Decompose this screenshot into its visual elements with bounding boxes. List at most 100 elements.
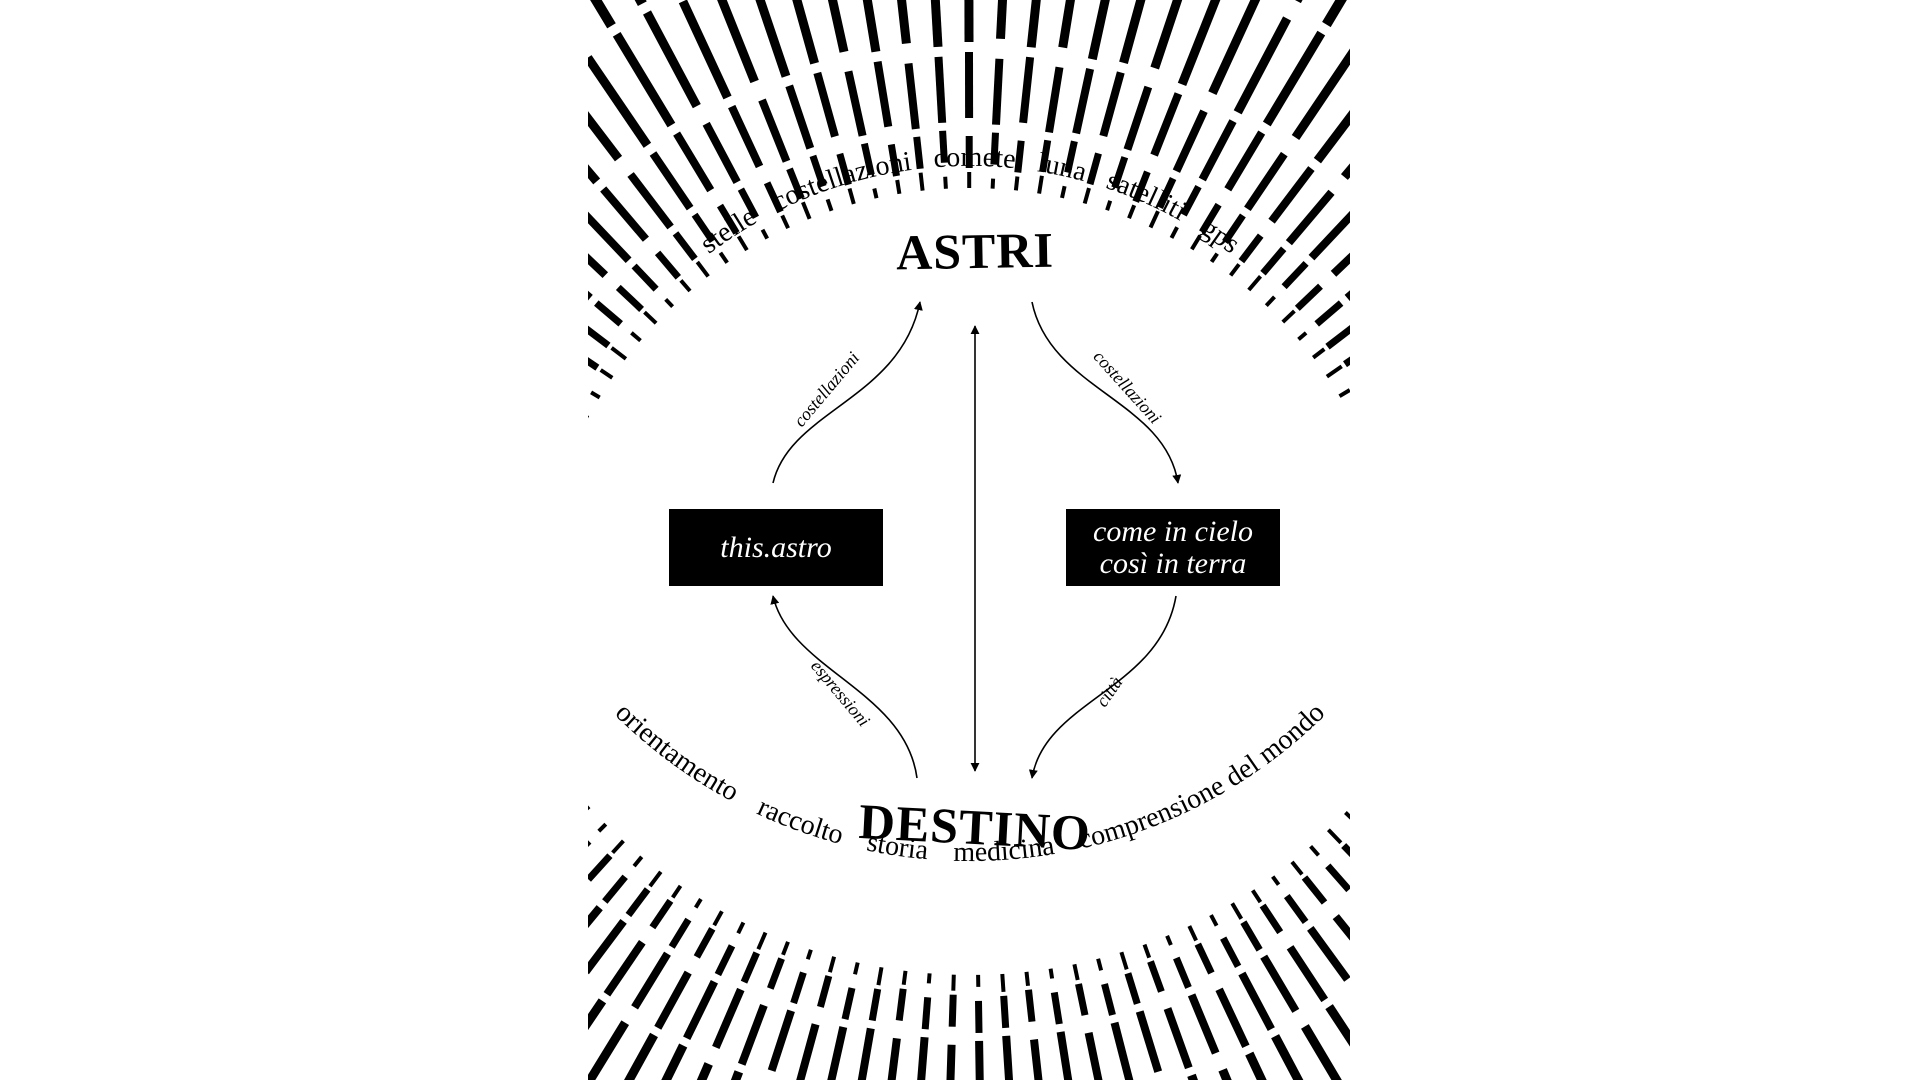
ray-stripe: [72, 801, 275, 900]
ray-stripe: [1048, 968, 1055, 979]
left-box: this.astro: [669, 509, 883, 586]
ray-stripe: [175, 199, 357, 295]
ray-stripe: [366, 300, 460, 350]
ray-stripe: [444, 675, 473, 688]
ray-stripe: [345, 586, 407, 600]
ray-stripe: [1260, 954, 1300, 1013]
ray-stripe: [1453, 1063, 1596, 1080]
ray-stripe: [440, 649, 470, 660]
ray-stripe: [1000, 973, 1006, 993]
edge-label-left-top: costellazioni: [789, 348, 863, 431]
ray-stripe: [1396, 328, 1452, 362]
ray-stripe: [282, 750, 379, 798]
ray-stripe: [702, 121, 741, 184]
ray-stripe: [717, 0, 759, 84]
ray-stripe: [664, 298, 675, 308]
ray-stripe: [1050, 991, 1063, 1025]
ray-stripe: [1465, 604, 1478, 608]
ray-stripe: [897, 0, 911, 44]
ray-stripe: [364, 667, 423, 689]
ray-stripe: [926, 973, 932, 984]
ray-stripe: [1552, 488, 1615, 491]
ray-stripe: [693, 898, 703, 909]
ray-stripe: [471, 619, 481, 622]
ray-stripe: [1506, 536, 1538, 541]
ray-stripe: [82, 475, 279, 507]
ray-stripe: [1624, 875, 1815, 996]
ray-stripe: [531, 750, 544, 759]
ray-stripe: [1647, 424, 1848, 469]
ray-stripe: [1395, 859, 1441, 902]
ray-stripe: [473, 150, 550, 223]
ray-stripe: [1142, 943, 1152, 959]
ray-stripe: [1433, 724, 1461, 740]
ray-stripe: [895, 179, 902, 195]
ray-stripe: [1000, 995, 1010, 1029]
ray-stripe: [728, 104, 764, 169]
ray-stripe: [588, 998, 607, 1031]
ray-stripe: [1325, 364, 1343, 379]
ray-stripe: [1459, 527, 1524, 538]
ray-stripe: [387, 0, 515, 85]
ray-stripe: [1105, 200, 1113, 211]
ray-stripe: [542, 394, 570, 409]
ray-stripe: [405, 238, 493, 298]
ray-stripe: [547, 478, 560, 483]
ray-stripe: [1369, 392, 1397, 407]
ray-stripe: [1060, 185, 1067, 199]
ray-stripe: [1378, 304, 1433, 341]
ray-stripe: [0, 557, 204, 586]
ray-stripe: [1056, 1031, 1073, 1080]
ray-stripe: [1423, 592, 1455, 594]
ray-stripe: [468, 354, 526, 385]
ray-stripe: [1019, 56, 1035, 124]
ray-stripe: [1740, 570, 1920, 601]
ray-stripe: [1417, 715, 1429, 722]
ray-stripe: [1013, 176, 1020, 191]
ray-stripe: [588, 805, 591, 811]
ray-stripe: [1534, 471, 1637, 494]
bottom-word-orientamento: orientamento: [609, 697, 744, 808]
ray-stripe: [857, 1027, 875, 1080]
ray-stripe: [718, 251, 729, 264]
arrow-astri-to-right-box: [1031, 301, 1182, 484]
ray-stripe: [1668, 520, 1865, 542]
ray-stripe: [1530, 623, 1590, 641]
ray-stripe: [1127, 204, 1137, 220]
ray-stripe: [1245, 1051, 1267, 1080]
ray-stripe: [678, 0, 732, 100]
ray-stripe: [643, 310, 658, 325]
ray-stripe: [524, 281, 577, 321]
ray-stripe: [0, 629, 215, 678]
ray-stripe: [1538, 784, 1632, 838]
ray-stripe: [552, 819, 576, 841]
ray-stripe: [661, 1043, 688, 1080]
ray-stripe: [1494, 586, 1525, 594]
ray-stripe: [1283, 894, 1309, 924]
ray-stripe: [415, 577, 446, 584]
ray-stripe: [516, 869, 561, 914]
ray-stripe: [1332, 914, 1350, 941]
ray-stripe: [1297, 331, 1308, 341]
ray-stripe: [1621, 284, 1805, 358]
ray-stripe: [1438, 440, 1501, 461]
ray-stripe: [1294, 283, 1323, 311]
ray-stripe: [450, 572, 468, 576]
ray-stripe: [143, 894, 332, 1022]
ray-stripe: [413, 560, 479, 567]
ray-stripe: [230, 985, 393, 1080]
ray-stripe: [1476, 557, 1492, 560]
ray-stripe: [1428, 933, 1503, 1011]
ray-stripe: [333, 366, 432, 405]
ray-stripe: [544, 502, 554, 505]
ray-stripe: [790, 971, 807, 1005]
ray-stripe: [1344, 811, 1350, 820]
ray-stripe: [1322, 0, 1347, 28]
ray-stripe: [288, 546, 393, 558]
ray-stripe: [415, 498, 479, 512]
ray-stripe: [443, 525, 459, 527]
ray-stripe: [1180, 184, 1202, 217]
ray-stripe: [611, 839, 625, 855]
ray-stripe: [1693, 746, 1899, 828]
ray-stripe: [289, 583, 395, 589]
